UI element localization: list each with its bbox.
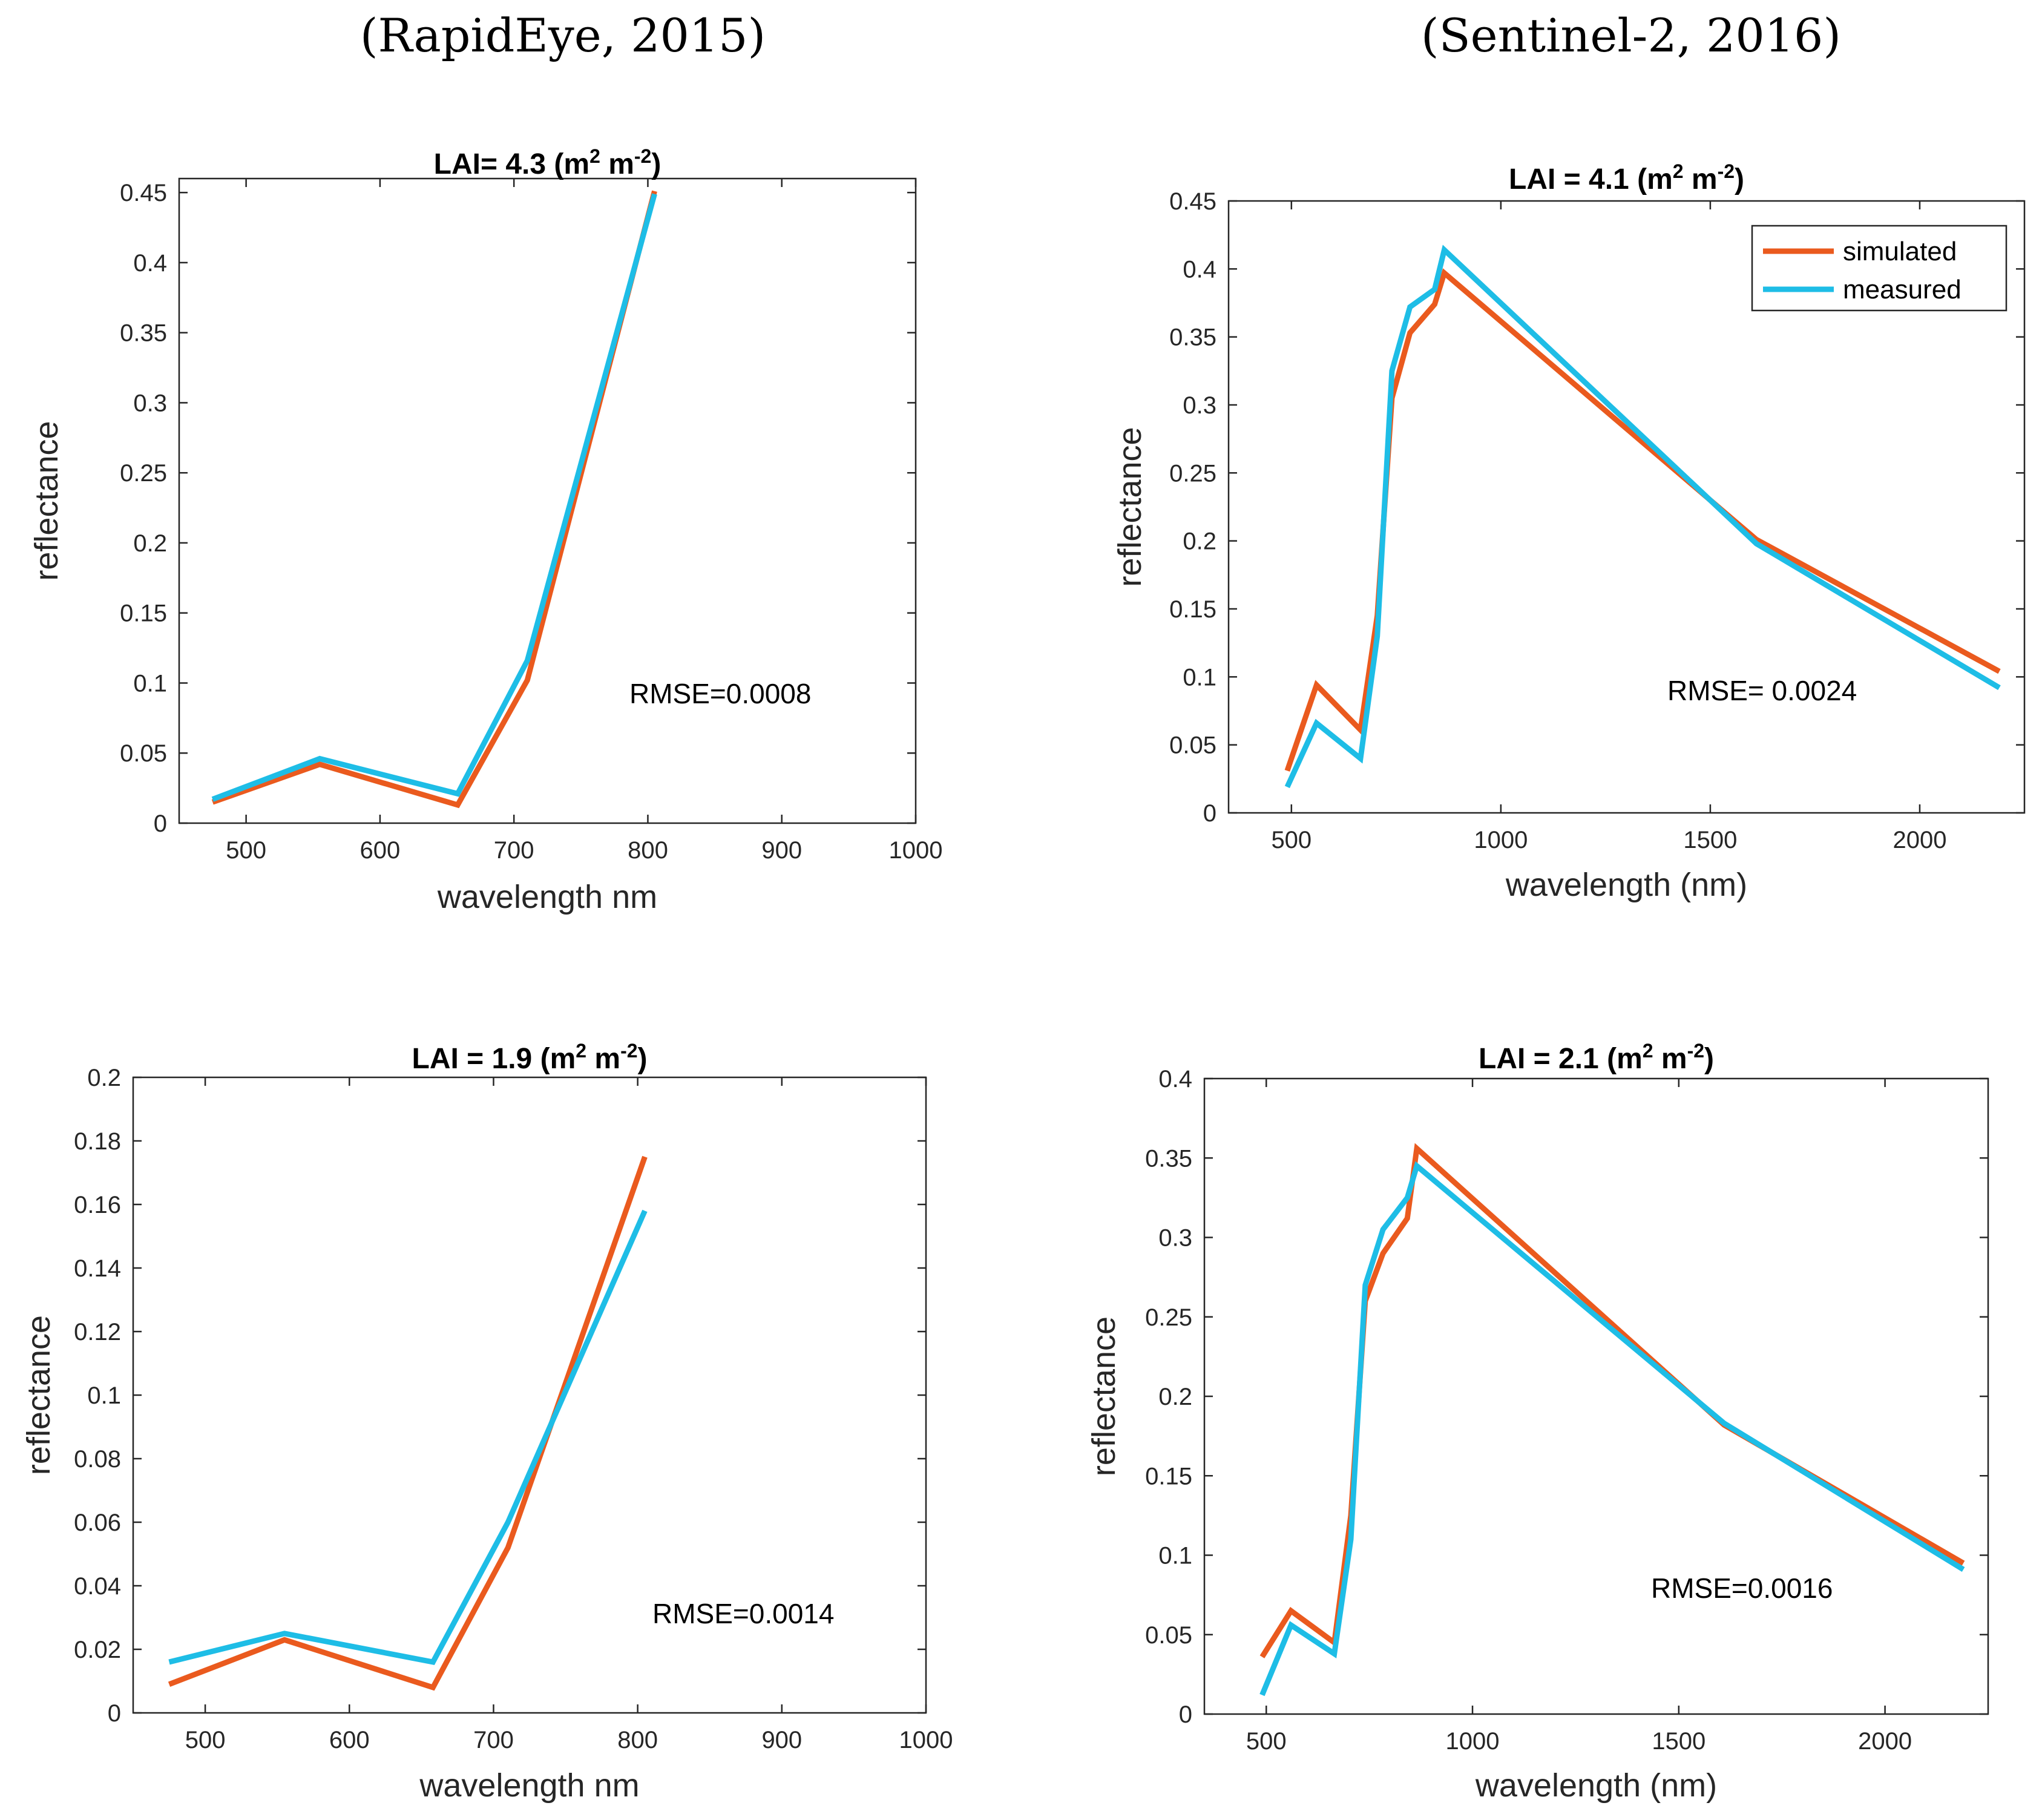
x-tick-label: 1000 [1474,827,1528,853]
legend-box [1751,225,2008,312]
x-axis-label: wavelength (nm) [1505,867,1747,903]
y-tick-label: 0.3 [133,390,167,416]
y-tick-label: 0.4 [133,250,167,277]
series-line-simulated [1259,1143,1965,1658]
y-axis-label: reflectance [28,421,65,580]
chart-4: 500 1000 1500 2000 0 0.05 0.1 0.15 0.2 0.25 0.3 0.3… [1086,1040,1989,1804]
y-tick-label: 0.05 [120,740,167,767]
y-tick-label: 0.1 [133,670,167,697]
y-tick-label: 0.1 [1183,664,1216,691]
legend: simulated measured [1751,225,2008,312]
y-tick-label: 0 [1179,1701,1192,1728]
y-tick-label: 0.25 [120,460,167,487]
series-line-measured [1284,245,2001,789]
y-tick-label: 0.2 [87,1065,121,1091]
x-tick-label: 700 [473,1727,514,1753]
x-tick-label: 1000 [889,837,943,864]
y-tick-label: 0.06 [74,1510,121,1536]
y-axis-label: reflectance [21,1315,57,1475]
y-tick-label: 0.16 [74,1192,121,1218]
y-tick-label: 0.04 [74,1573,121,1600]
x-tick-label: 2000 [1893,827,1946,853]
y-tick-label: 0.15 [1145,1463,1192,1490]
series-line-measured [1259,1161,1965,1697]
x-tick-label: 1000 [899,1727,953,1753]
x-axis-label: wavelength nm [437,879,657,915]
y-tick-label: 0.2 [1158,1384,1192,1410]
y-tick-label: 0 [108,1700,121,1727]
y-tick-label: 0.45 [120,180,167,206]
series-line-simulated [1284,268,2001,772]
x-tick-label: 500 [185,1727,226,1753]
y-tick-label: 0.35 [120,320,167,347]
y-tick-label: 0.12 [74,1319,121,1345]
rmse-annotation: RMSE= 0.0024 [1667,675,1857,706]
y-tick-label: 0.35 [1169,324,1216,351]
caption-right: (Sentinel-2, 2016) [1421,8,1841,62]
series-line-measured [168,1209,648,1666]
x-axis-label: wavelength (nm) [1475,1767,1717,1804]
chart-title: LAI= 4.3 (m2 m-2) [434,145,662,180]
x-tick-label: 800 [628,837,668,864]
y-tick-label: 0.25 [1169,460,1216,487]
y-axis-label: reflectance [1112,427,1148,586]
charts: 500 600 700 800 900 1000 0 0.05 0.1 0.15 0.2 0.25 0.… [21,145,2026,1804]
legend-label-measured: measured [1843,275,1962,304]
series-line-measured [211,193,657,802]
y-tick-label: 0 [1203,800,1216,827]
x-axis-label: wavelength nm [419,1767,639,1804]
x-tick-label: 900 [761,837,802,864]
y-tick-label: 0.14 [74,1255,121,1282]
chart-title: LAI = 1.9 (m2 m-2) [412,1040,648,1075]
chart-title: LAI = 4.1 (m2 m-2) [1509,160,1744,195]
series-line-simulated [211,190,657,809]
chart-title: LAI = 2.1 (m2 m-2) [1479,1040,1714,1075]
chart-1: 500 600 700 800 900 1000 0 0.05 0.1 0.15 0.2 0.25 0.… [28,145,942,915]
y-tick-label: 0 [154,810,167,837]
x-tick-label: 700 [494,837,534,864]
y-tick-label: 0.2 [1183,528,1216,555]
x-tick-label: 500 [1271,827,1312,853]
y-tick-label: 0.45 [1169,188,1216,215]
y-tick-label: 0.15 [1169,596,1216,623]
x-tick-label: 500 [226,837,266,864]
y-tick-label: 0.05 [1169,732,1216,759]
x-tick-label: 1500 [1652,1728,1705,1755]
series-line-simulated [168,1155,648,1691]
y-tick-label: 0.1 [87,1382,121,1409]
y-tick-label: 0.3 [1158,1225,1192,1252]
y-tick-label: 0.05 [1145,1622,1192,1649]
plot-frame [178,177,917,824]
chart-3: 500 600 700 800 900 1000 0 0.02 0.04 0.06 0.08 0.1 0… [21,1040,953,1804]
y-tick-label: 0.4 [1158,1066,1192,1092]
y-tick-label: 0.08 [74,1446,121,1473]
caption-left: (RapidEye, 2015) [360,8,766,62]
y-tick-label: 0.1 [1158,1543,1192,1569]
y-tick-label: 0.3 [1183,392,1216,419]
plot-frame [1227,200,2026,814]
legend-label-simulated: simulated [1843,237,1957,266]
rmse-annotation: RMSE=0.0014 [652,1598,834,1629]
y-axis-label: reflectance [1086,1316,1122,1476]
rmse-annotation: RMSE=0.0016 [1651,1572,1833,1604]
x-tick-label: 1000 [1446,1728,1500,1755]
x-tick-label: 500 [1246,1728,1287,1755]
y-tick-label: 0.4 [1183,256,1216,283]
y-tick-label: 0.25 [1145,1304,1192,1331]
x-tick-label: 800 [617,1727,658,1753]
x-tick-label: 600 [360,837,401,864]
y-tick-label: 0.18 [74,1128,121,1155]
x-tick-label: 1500 [1683,827,1737,853]
x-tick-label: 2000 [1858,1728,1912,1755]
y-tick-label: 0.02 [74,1637,121,1663]
y-tick-label: 0.2 [133,530,167,557]
chart-2: 500 1000 1500 2000 0 0.05 0.1 0.15 0.2 0.25 0.3 0.3… [1112,160,2026,903]
y-tick-label: 0.35 [1145,1145,1192,1172]
rmse-annotation: RMSE=0.0008 [629,678,811,709]
x-tick-label: 900 [761,1727,802,1753]
x-tick-label: 600 [329,1727,370,1753]
plot-frame [1203,1077,1989,1715]
y-tick-label: 0.15 [120,600,167,627]
